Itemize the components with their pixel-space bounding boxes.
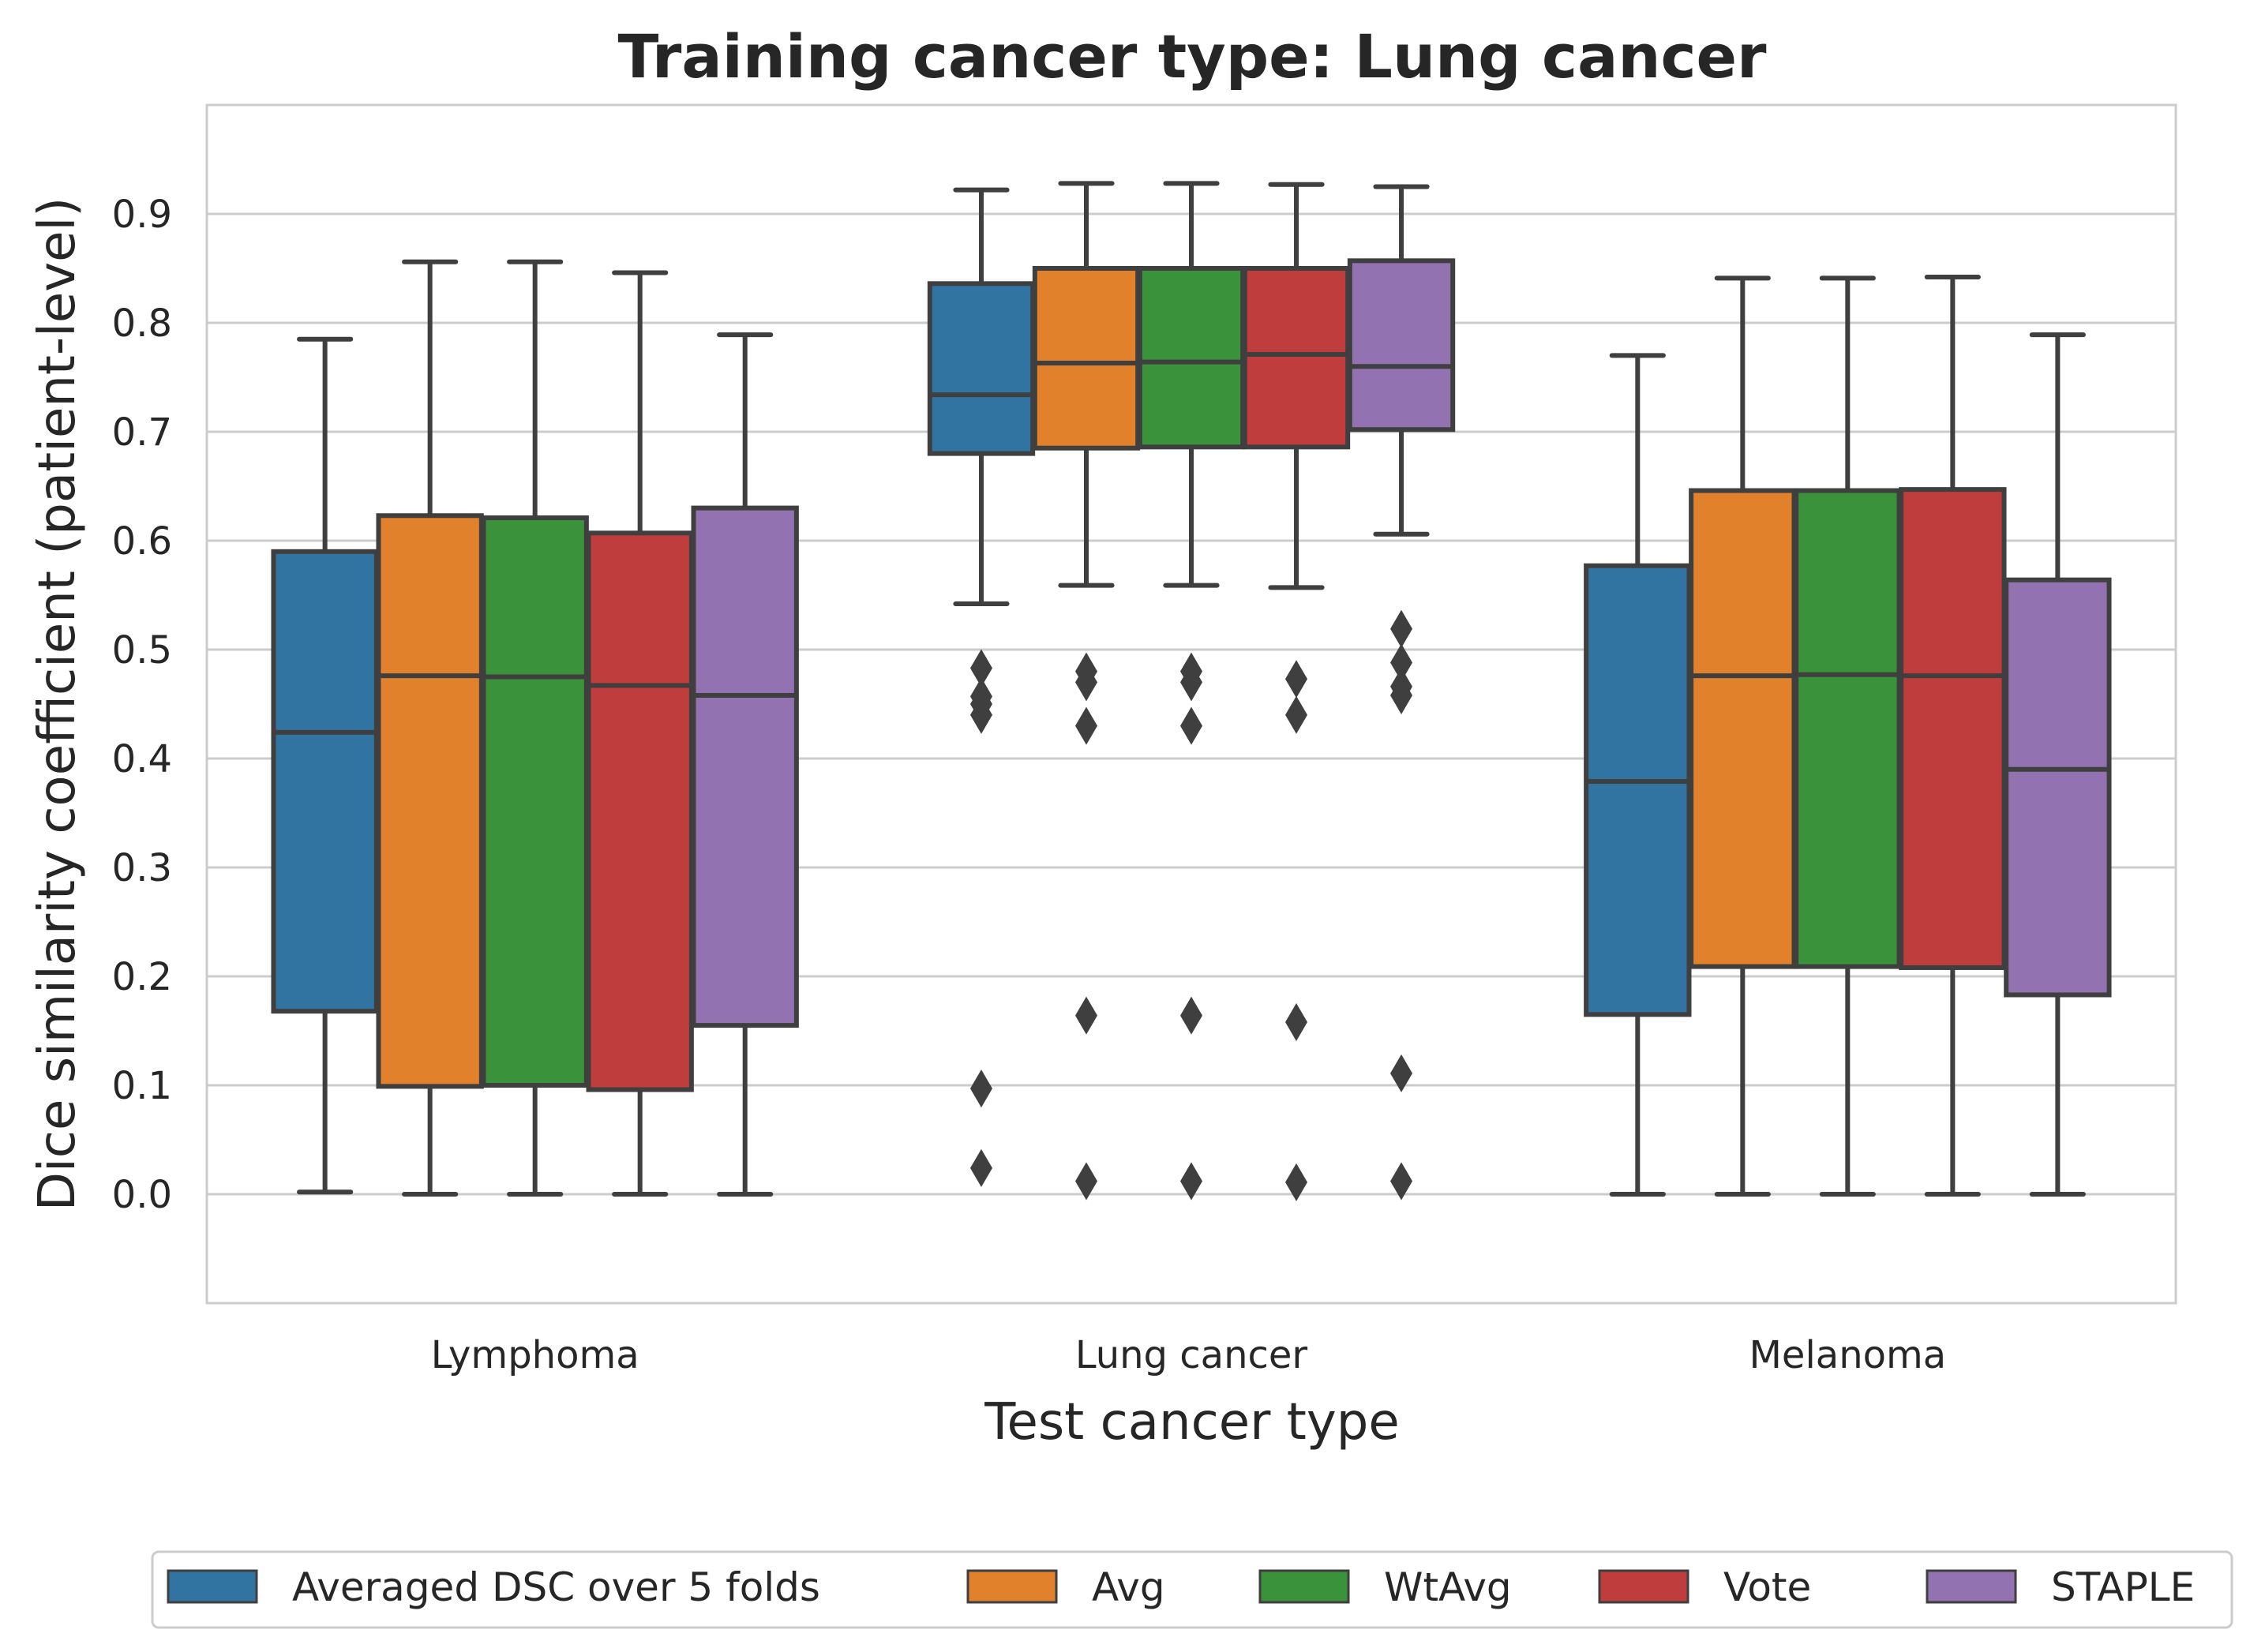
- box: [271, 549, 379, 1014]
- legend-swatch: [1258, 1569, 1350, 1604]
- legend-item: WtAvg: [1258, 1564, 1512, 1610]
- legend-swatch: [167, 1569, 258, 1604]
- y-tick-label: 0.5: [112, 628, 172, 672]
- legend-label: WtAvg: [1384, 1564, 1512, 1610]
- outlier-point: [969, 1069, 992, 1108]
- y-tick-label: 0.7: [112, 410, 172, 455]
- y-tick-label: 0.1: [112, 1064, 172, 1108]
- y-tick-label: 0.0: [112, 1173, 172, 1217]
- box: [2004, 577, 2112, 998]
- box: [1899, 487, 2007, 970]
- legend-item: Averaged DSC over 5 folds: [167, 1564, 820, 1610]
- y-tick-label: 0.2: [112, 955, 172, 999]
- outlier-point: [1180, 706, 1202, 745]
- box-plot: [1347, 184, 1456, 1201]
- outlier-point: [1390, 1054, 1413, 1092]
- outlier-point: [1074, 996, 1097, 1035]
- y-tick-label: 0.4: [112, 737, 172, 781]
- outlier-point: [1390, 1162, 1413, 1201]
- box-plot: [376, 259, 484, 1197]
- y-axis-ticks: 0.0 0.1 0.2 0.3 0.4 0.5 0.6 0.7 0.8 0.9: [112, 193, 172, 1217]
- legend-label: Vote: [1723, 1564, 1811, 1610]
- box: [927, 281, 1036, 456]
- legend-label: STAPLE: [2051, 1564, 2195, 1610]
- y-tick-label: 0.8: [112, 302, 172, 346]
- legend-item: STAPLE: [1926, 1564, 2195, 1610]
- outlier-point: [1285, 695, 1308, 734]
- y-tick-label: 0.9: [112, 193, 172, 237]
- outlier-point: [1285, 660, 1308, 699]
- legend-items: Averaged DSC over 5 folds Avg WtAvg Vote STA…: [167, 1564, 2195, 1610]
- legend: Averaged DSC over 5 folds Avg WtAvg Vote STA…: [151, 1550, 2233, 1629]
- legend-swatch: [966, 1569, 1058, 1604]
- outlier-point: [1390, 609, 1413, 648]
- legend-label: Avg: [1092, 1564, 1165, 1610]
- box: [376, 513, 484, 1089]
- outlier-point: [1180, 663, 1202, 702]
- box: [1242, 266, 1351, 450]
- y-tick-label: 0.6: [112, 519, 172, 564]
- box-plot: [1899, 275, 2007, 1197]
- box: [1794, 488, 1902, 969]
- box: [481, 515, 589, 1088]
- outlier-point: [1074, 1162, 1097, 1201]
- series-avg: [376, 181, 1797, 1201]
- legend-swatch: [1926, 1569, 2017, 1604]
- box-plot: [1689, 275, 1797, 1197]
- legend-swatch: [1598, 1569, 1689, 1604]
- chart-title: Training cancer type: Lung cancer: [617, 21, 1767, 92]
- outlier-point: [1285, 1163, 1308, 1201]
- x-tick-label: Melanoma: [1749, 1333, 1947, 1377]
- box-plot: [927, 187, 1036, 1187]
- box: [586, 530, 694, 1092]
- outlier-point: [969, 1148, 992, 1187]
- box-plot: [2004, 332, 2112, 1197]
- legend-frame: [151, 1550, 2233, 1629]
- x-tick-label: Lymphoma: [431, 1333, 639, 1377]
- box-plot: [1242, 182, 1351, 1201]
- box-series: [271, 181, 2112, 1201]
- series-staple: [691, 184, 2112, 1201]
- legend-label: Averaged DSC over 5 folds: [292, 1564, 820, 1610]
- box: [1137, 266, 1246, 450]
- outlier-point: [1180, 996, 1202, 1035]
- box: [1584, 563, 1692, 1017]
- y-axis-label: Dice similarity coefficient (patient-lev…: [28, 197, 87, 1212]
- box: [1347, 258, 1456, 433]
- legend-item: Vote: [1598, 1564, 1811, 1610]
- x-axis-label: Test cancer type: [984, 1393, 1400, 1452]
- box-plot: [1032, 181, 1141, 1201]
- outlier-point: [1285, 1002, 1308, 1041]
- outlier-point: [1074, 663, 1097, 702]
- box: [1032, 266, 1141, 451]
- x-axis-ticks: Lymphoma Lung cancer Melanoma: [431, 1333, 1946, 1377]
- outlier-point: [969, 695, 992, 734]
- box-plot: [691, 332, 799, 1197]
- box-plot: [1137, 181, 1246, 1201]
- outlier-point: [1180, 1162, 1202, 1201]
- x-tick-label: Lung cancer: [1075, 1333, 1308, 1377]
- outlier-point: [1390, 676, 1413, 714]
- box: [1689, 488, 1797, 969]
- outlier-point: [969, 649, 992, 687]
- legend-item: Avg: [966, 1564, 1165, 1610]
- box: [691, 505, 799, 1028]
- outlier-point: [1390, 643, 1413, 682]
- y-tick-label: 0.3: [112, 846, 172, 890]
- outlier-point: [1074, 706, 1097, 745]
